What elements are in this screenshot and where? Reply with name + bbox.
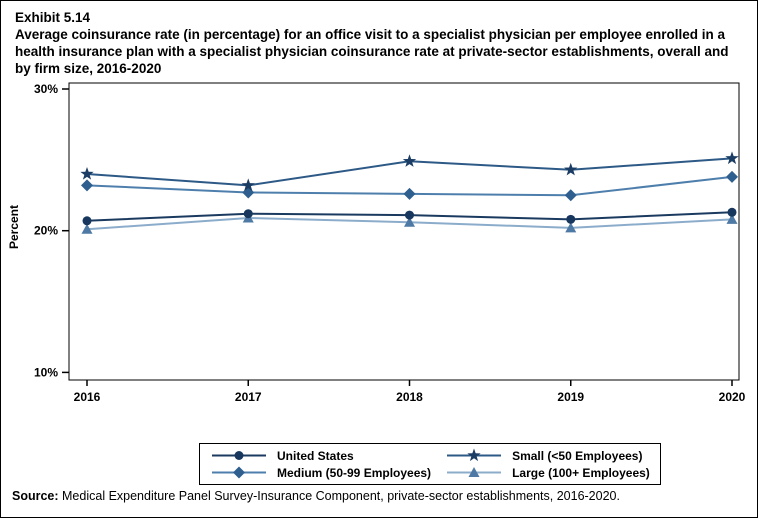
data-point-medium-50-99-employees-2017 bbox=[242, 186, 255, 199]
line-chart: 30% 20% 10% 2016 2017 2018 2019 2020 Percent bbox=[7, 82, 746, 404]
medium-diamond-marker-icon bbox=[210, 465, 268, 480]
exhibit-number: Exhibit 5.14 bbox=[15, 10, 91, 25]
legend-item-small: Small (<50 Employees) bbox=[445, 447, 650, 464]
chart-title: Average coinsurance rate (in percentage)… bbox=[15, 27, 729, 76]
legend-marker-shape bbox=[468, 467, 480, 477]
data-point-medium-50-99-employees-2019 bbox=[564, 189, 577, 202]
legend-marker-shape bbox=[467, 448, 481, 462]
data-point-medium-50-99-employees-2020 bbox=[726, 170, 738, 183]
legend-marker-shape bbox=[234, 451, 244, 460]
large-triangle-marker-icon bbox=[445, 465, 503, 480]
data-point-medium-50-99-employees-2018 bbox=[403, 187, 416, 200]
title-block: Exhibit 5.14 Average coinsurance rate (i… bbox=[1, 1, 757, 77]
plot-frame bbox=[68, 82, 740, 381]
y-tick-label: 20% bbox=[34, 224, 58, 238]
data-point-united-states-2019 bbox=[566, 214, 576, 224]
data-point-large-100-employees-2018 bbox=[404, 216, 415, 227]
data-point-united-states-2017 bbox=[243, 209, 253, 219]
x-tick-label: 2017 bbox=[235, 390, 262, 404]
triangle-legend-glyph bbox=[447, 467, 502, 477]
x-tick-label: 2018 bbox=[396, 390, 423, 404]
data-point-medium-50-99-employees-2016 bbox=[81, 179, 93, 192]
data-point-united-states-2018 bbox=[405, 210, 414, 220]
data-point-small-50-employees-2017 bbox=[241, 178, 255, 192]
legend-label: Small (<50 Employees) bbox=[512, 448, 643, 463]
star-legend-glyph bbox=[447, 448, 502, 462]
legend-label: Large (100+ Employees) bbox=[512, 465, 650, 480]
data-point-small-50-employees-2016 bbox=[80, 167, 94, 180]
source-text: Medical Expenditure Panel Survey-Insuran… bbox=[58, 489, 620, 503]
x-tick-label: 2019 bbox=[557, 390, 584, 404]
legend-box: United States Medium (50-99 Employees) S… bbox=[199, 443, 661, 485]
small-star-marker-icon bbox=[445, 448, 503, 463]
source-label: Source: bbox=[12, 489, 59, 503]
y-tick-label: 10% bbox=[34, 365, 58, 379]
legend-label: Medium (50-99 Employees) bbox=[277, 465, 432, 480]
legend-label: United States bbox=[277, 448, 354, 463]
data-point-large-100-employees-2019 bbox=[565, 222, 577, 233]
y-axis-title: Percent bbox=[7, 205, 21, 249]
source-note: Source: Medical Expenditure Panel Survey… bbox=[12, 489, 620, 503]
x-tick-label: 2016 bbox=[74, 390, 101, 404]
x-tick-label: 2020 bbox=[719, 390, 746, 404]
y-tick-label: 30% bbox=[34, 82, 58, 96]
data-point-small-50-employees-2018 bbox=[402, 154, 417, 167]
legend-marker-shape bbox=[233, 466, 245, 479]
circle-legend-glyph bbox=[212, 451, 266, 460]
diamond-legend-glyph bbox=[212, 466, 266, 479]
data-point-small-50-employees-2019 bbox=[564, 162, 578, 176]
legend-item-united-states: United States bbox=[210, 447, 431, 464]
data-point-large-100-employees-2020 bbox=[726, 213, 738, 224]
united-states-circle-marker-icon bbox=[210, 448, 268, 463]
data-point-united-states-2016 bbox=[82, 216, 92, 226]
legend-item-medium: Medium (50-99 Employees) bbox=[210, 464, 431, 481]
data-point-small-50-employees-2020 bbox=[725, 151, 739, 165]
data-point-large-100-employees-2016 bbox=[81, 223, 93, 234]
data-point-united-states-2020 bbox=[727, 207, 737, 217]
legend-item-large: Large (100+ Employees) bbox=[445, 464, 650, 481]
